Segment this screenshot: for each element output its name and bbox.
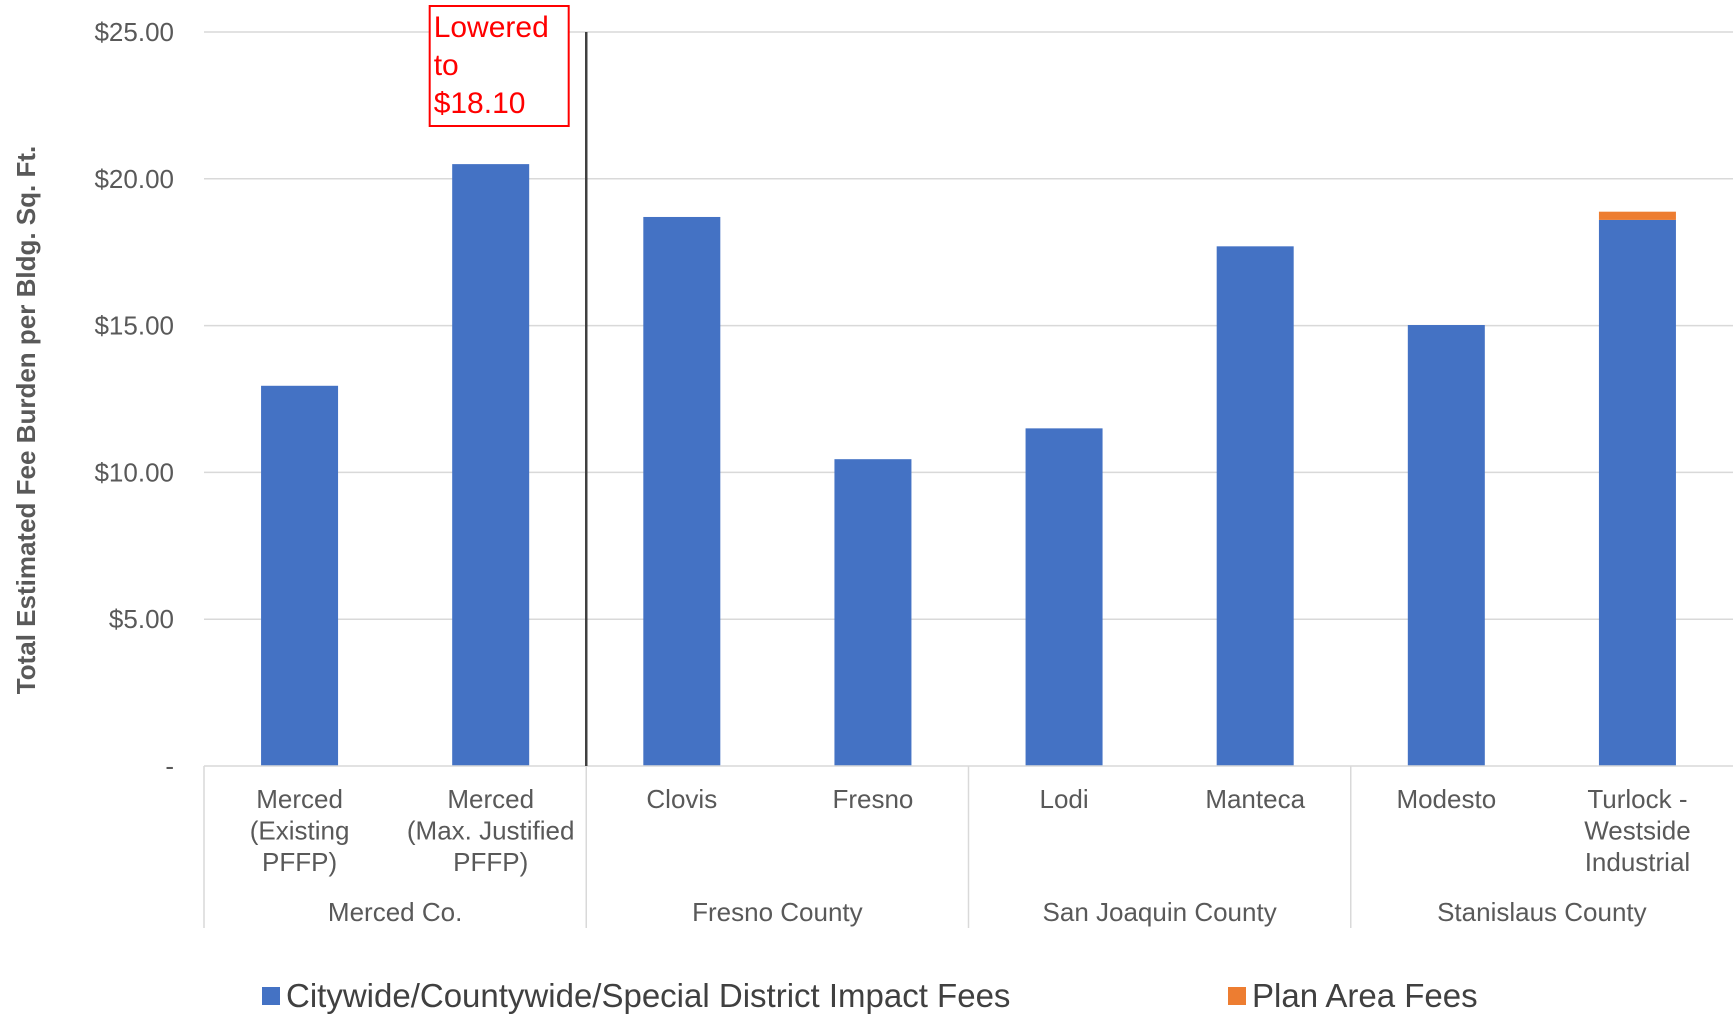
category-label: Clovis <box>646 784 717 814</box>
legend-swatch <box>1228 987 1246 1005</box>
category-label: Fresno <box>832 784 913 814</box>
group-label: Merced Co. <box>328 897 462 927</box>
group-label: San Joaquin County <box>1043 897 1277 927</box>
annotation-text: to <box>434 49 459 82</box>
bar-impact-fees <box>834 459 912 766</box>
y-tick-label: $10.00 <box>94 457 174 487</box>
annotation-text: Lowered <box>434 11 549 44</box>
bar-impact-fees <box>261 385 339 766</box>
x-axis: Merced (Existing PFFP) Merced (Max. Justifie… <box>203 32 1733 928</box>
category-label: Manteca <box>1205 784 1305 814</box>
annotation-text: $18.10 <box>434 87 526 120</box>
legend-entry: Citywide/Countywide/Special District Imp… <box>286 977 1010 1014</box>
category-label: Lodi <box>1039 784 1088 814</box>
category-label: Merced (Existing PFFP) <box>250 784 350 877</box>
y-tick-label: $5.00 <box>109 604 174 634</box>
y-axis-ticks: - $5.00 $10.00 $15.00 $20.00 $25.00 <box>94 17 174 781</box>
bar-impact-fees <box>1216 246 1294 766</box>
bar-impact-fees <box>452 164 530 766</box>
y-tick-label: $20.00 <box>94 164 174 194</box>
legend: Citywide/Countywide/Special District Imp… <box>262 977 1478 1014</box>
annotation-box <box>428 5 570 127</box>
legend-entry: Plan Area Fees <box>1252 977 1478 1014</box>
group-label: Fresno County <box>692 897 863 927</box>
annotation: Lowered to $18.10 <box>428 5 570 127</box>
y-axis-label: Total Estimated Fee Burden per Bldg. Sq.… <box>11 146 41 694</box>
y-tick-label: $25.00 <box>94 17 174 47</box>
legend-swatch <box>262 987 280 1005</box>
group-label: Stanislaus County <box>1437 897 1647 927</box>
bar-impact-fees <box>1407 325 1485 766</box>
y-tick-label: - <box>165 751 174 781</box>
category-label: Turlock -Westside Industrial <box>1584 784 1690 877</box>
bars <box>261 164 1676 767</box>
y-tick-label: $15.00 <box>94 311 174 341</box>
category-label: Merced (Max. Justified PFFP) <box>407 784 575 877</box>
bar-impact-fees <box>643 216 721 766</box>
bar-impact-fees <box>1598 219 1676 767</box>
bar-plan-area-fees <box>1598 211 1676 220</box>
category-label: Modesto <box>1396 784 1496 814</box>
bar-impact-fees <box>1025 428 1103 766</box>
